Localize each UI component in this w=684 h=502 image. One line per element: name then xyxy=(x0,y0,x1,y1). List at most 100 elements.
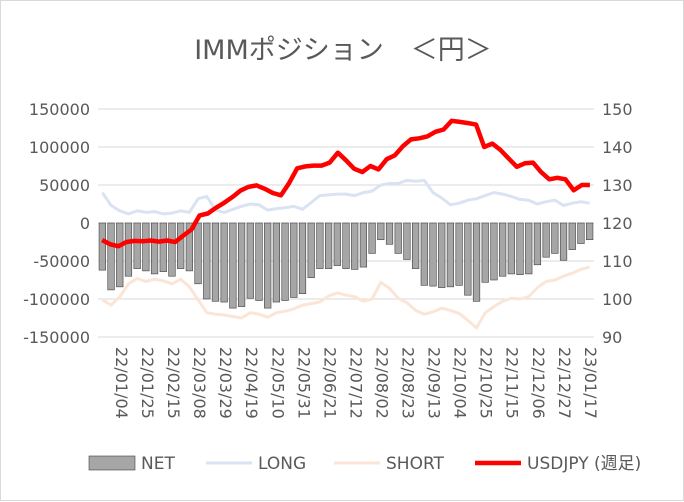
legend: NET LONG SHORT USDJPY (週足) xyxy=(88,454,641,474)
net-bar xyxy=(551,222,559,254)
net-bar xyxy=(368,222,376,254)
net-bar xyxy=(542,222,550,258)
x-tick-label: 22/12/06 xyxy=(529,347,548,419)
net-bar xyxy=(237,222,246,307)
right-tick-label: 150 xyxy=(602,100,633,119)
left-tick-label: -100000 xyxy=(23,290,90,309)
net-bar xyxy=(472,222,481,302)
net-bars xyxy=(98,222,594,309)
net-bar xyxy=(525,222,533,275)
chart-title: IMMポジション ＜円＞ xyxy=(194,35,492,66)
net-bar xyxy=(403,222,411,260)
long-line xyxy=(101,178,590,216)
legend-label: LONG xyxy=(258,454,306,474)
x-tick-label: 22/10/25 xyxy=(477,347,496,419)
x-tick-label: 22/08/23 xyxy=(399,347,418,419)
net-bar xyxy=(351,222,359,270)
right-tick-label: 140 xyxy=(602,138,633,157)
x-tick-label: 22/06/21 xyxy=(320,347,339,419)
right-tick-label: 90 xyxy=(602,328,622,347)
legend-label: NET xyxy=(141,454,175,474)
usdjpy-line xyxy=(101,118,590,249)
right-tick-label: 100 xyxy=(602,290,633,309)
x-tick-label: 22/02/15 xyxy=(164,347,183,419)
net-bar xyxy=(499,222,507,277)
x-tick-label: 22/10/04 xyxy=(451,347,470,419)
net-bar xyxy=(394,222,402,254)
net-bar xyxy=(377,222,385,241)
net-bar xyxy=(150,222,159,275)
net-bar xyxy=(229,222,237,309)
x-tick-label: 22/11/15 xyxy=(503,347,522,419)
net-bar xyxy=(412,222,420,269)
net-bar xyxy=(586,222,594,241)
net-bar xyxy=(203,222,211,300)
net-bar xyxy=(272,222,280,303)
net-bar xyxy=(98,222,106,271)
net-bar xyxy=(359,222,368,268)
net-bar xyxy=(307,222,315,279)
right-axis-ticks: 150 140 130 120 110 100 90 xyxy=(602,100,633,347)
left-axis-ticks: 150000 100000 50000 0 -50000 -100000 -150000 xyxy=(23,100,90,347)
net-bar xyxy=(116,222,124,288)
net-bar xyxy=(264,222,272,309)
left-tick-label: -50000 xyxy=(33,252,90,271)
x-tick-label: 23/01/17 xyxy=(581,347,600,419)
net-bar xyxy=(533,222,542,266)
net-bar xyxy=(333,222,341,266)
left-tick-label: -150000 xyxy=(23,328,90,347)
net-bar xyxy=(133,222,141,269)
x-tick-label: 22/09/13 xyxy=(425,347,444,419)
net-bar xyxy=(220,222,228,303)
series-lines xyxy=(101,118,590,330)
net-bar xyxy=(185,222,193,272)
short-line xyxy=(101,265,590,330)
net-bar xyxy=(124,222,133,277)
x-tick-label: 22/07/12 xyxy=(346,347,365,419)
net-bar xyxy=(342,222,350,269)
x-tick-label: 22/01/25 xyxy=(138,347,157,419)
x-tick-label: 22/08/02 xyxy=(373,347,392,419)
net-bar xyxy=(246,222,254,299)
x-tick-label: 22/03/08 xyxy=(190,347,209,419)
net-bar xyxy=(507,222,515,275)
net-bar xyxy=(194,222,202,285)
net-bar xyxy=(446,222,455,288)
net-bar xyxy=(168,222,176,277)
net-bar xyxy=(255,222,263,301)
x-tick-label: 22/05/31 xyxy=(294,347,313,419)
net-bar xyxy=(281,222,289,301)
left-tick-label: 150000 xyxy=(29,100,90,119)
legend-net-swatch xyxy=(88,455,136,471)
legend-label: USDJPY (週足) xyxy=(527,454,641,474)
right-tick-label: 130 xyxy=(602,176,633,195)
x-tick-label: 22/04/19 xyxy=(242,347,261,419)
x-tick-label: 22/03/29 xyxy=(216,347,235,419)
net-bar xyxy=(455,222,463,286)
net-bar xyxy=(516,222,524,275)
x-tick-label: 22/05/10 xyxy=(268,347,287,419)
net-bar xyxy=(559,222,568,261)
net-bar xyxy=(385,222,394,245)
right-tick-label: 120 xyxy=(602,214,633,233)
net-bar xyxy=(324,222,333,269)
net-bar xyxy=(490,222,498,281)
net-bar xyxy=(429,222,437,287)
net-bar xyxy=(464,222,472,296)
right-tick-label: 110 xyxy=(602,252,633,271)
legend-label: SHORT xyxy=(386,454,445,474)
x-axis-ticks: 22/01/04 22/01/25 22/02/15 22/03/08 22/03/29… xyxy=(112,347,600,419)
net-bar xyxy=(159,222,167,272)
net-bar xyxy=(481,222,489,283)
left-tick-label: 100000 xyxy=(29,138,90,157)
net-bar xyxy=(142,222,150,272)
net-bar xyxy=(177,222,185,269)
left-tick-label: 50000 xyxy=(39,176,90,195)
net-bar xyxy=(211,222,220,302)
net-bar xyxy=(577,222,585,244)
net-bar xyxy=(420,222,428,286)
net-bar xyxy=(290,222,298,298)
net-bar xyxy=(298,222,307,294)
